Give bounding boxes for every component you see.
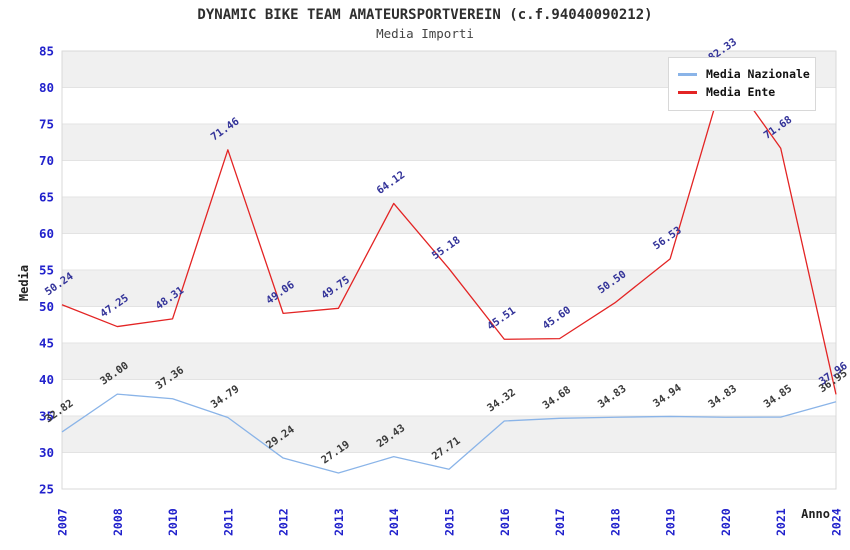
point-label: 45.60: [540, 304, 573, 332]
x-tick-label: 2013: [332, 508, 346, 536]
grid-band: [62, 270, 836, 307]
y-tick-label: 85: [39, 44, 54, 59]
legend-item-media-nazionale: Media Nazionale: [678, 67, 810, 81]
x-tick-label: 2011: [221, 508, 235, 536]
legend-item-media-ente: Media Ente: [678, 85, 806, 99]
x-tick-label: 2021: [774, 508, 788, 536]
chart-subtitle: Media Importi: [376, 26, 474, 41]
point-label: 34.79: [209, 383, 242, 411]
y-tick-label: 55: [39, 263, 54, 278]
x-axis-title: Anno: [801, 507, 830, 521]
x-tick-label: 2007: [56, 508, 70, 536]
x-tick-label: 2012: [277, 508, 291, 536]
y-tick-label: 70: [39, 153, 54, 168]
y-tick-label: 65: [39, 190, 54, 205]
point-label: 34.32: [485, 386, 518, 414]
point-label: 34.85: [762, 383, 795, 411]
x-tick-label: 2015: [443, 508, 457, 536]
y-tick-label: 30: [39, 445, 54, 460]
point-label: 34.83: [596, 383, 629, 411]
grid-band: [62, 197, 836, 234]
grid-band: [62, 416, 836, 453]
x-tick-label: 2010: [166, 508, 180, 536]
x-tick-label: 2020: [719, 508, 733, 536]
point-label: 34.83: [706, 383, 739, 411]
y-tick-label: 40: [39, 372, 54, 387]
x-tick-label: 2014: [387, 508, 401, 536]
chart-title: DYNAMIC BIKE TEAM AMATEURSPORTVEREIN (c.…: [197, 7, 653, 23]
y-axis-title: Media: [17, 265, 31, 301]
legend-swatch-media-nazionale-icon: [678, 72, 697, 76]
point-label: 34.94: [651, 382, 684, 410]
series-line-media-nazionale: [61, 393, 837, 474]
x-tick-label: 2018: [608, 508, 622, 536]
series-line-media-ente: [61, 69, 837, 395]
x-tick-label: 2016: [498, 508, 512, 536]
legend: Media Nazionale Media Ente: [668, 57, 816, 111]
x-tick-label: 2024: [830, 508, 844, 536]
legend-label-media-nazionale: Media Nazionale: [706, 67, 810, 81]
point-label: 45.51: [485, 305, 518, 333]
grid-band: [62, 124, 836, 161]
y-tick-label: 35: [39, 409, 54, 424]
x-tick-label: 2017: [553, 508, 567, 536]
y-tick-label: 75: [39, 117, 54, 132]
y-tick-label: 80: [39, 80, 54, 95]
grid-band: [62, 343, 836, 380]
legend-swatch-media-ente-icon: [678, 90, 697, 94]
point-label: 34.68: [540, 384, 573, 412]
plot-border: [61, 50, 837, 490]
point-label: 55.18: [430, 234, 463, 262]
x-tick-label: 2019: [664, 508, 678, 536]
legend-label-media-ente: Media Ente: [706, 85, 776, 99]
y-tick-label: 25: [39, 482, 54, 497]
y-tick-label: 60: [39, 226, 54, 241]
y-tick-label: 50: [39, 299, 54, 314]
y-tick-label: 45: [39, 336, 54, 351]
point-label: 64.12: [375, 169, 408, 197]
x-tick-label: 2008: [111, 508, 125, 536]
